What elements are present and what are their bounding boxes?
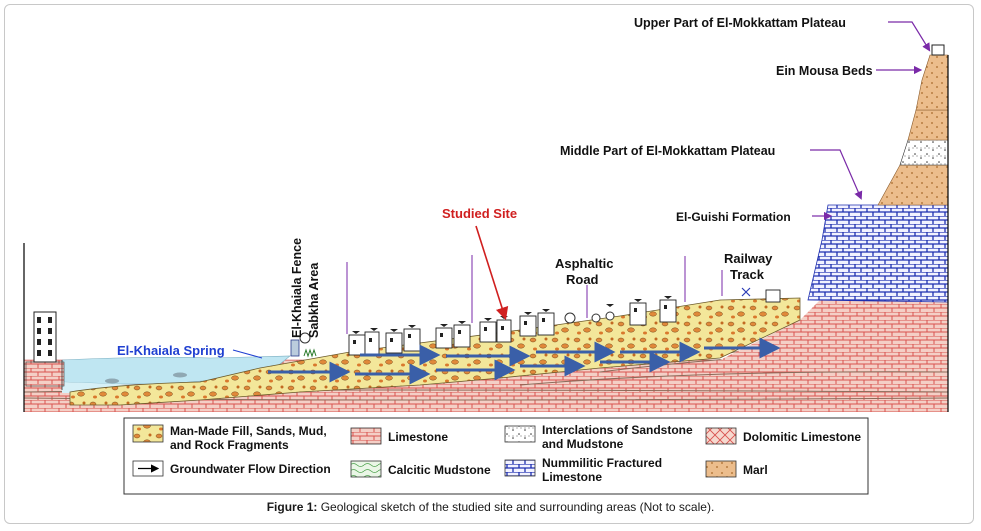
legend-label-interclations: Interclations of Sandstone and Mudstone — [542, 423, 696, 451]
label-asphaltic-road: Asphaltic Road — [555, 256, 617, 287]
railway-marker — [741, 287, 751, 297]
legend-swatch-marl — [705, 460, 737, 478]
asphaltic-road-line1: Asphaltic — [555, 256, 614, 271]
trees — [299, 311, 615, 344]
legend-label-flow: Groundwater Flow Direction — [170, 462, 331, 476]
plateau-cap — [931, 44, 945, 56]
legend-swatch-limestone — [350, 427, 382, 445]
figure-caption: Figure 1: Geological sketch of the studi… — [0, 500, 981, 514]
figure-frame — [4, 4, 974, 524]
houses-windows — [353, 305, 667, 344]
railway-track-line1: Railway — [724, 251, 773, 266]
legend-label-fill: Man-Made Fill, Sands, Mud, and Rock Frag… — [170, 424, 330, 452]
building-left — [25, 311, 65, 387]
legend-label-limestone: Limestone — [388, 430, 448, 444]
asphaltic-road-line2: Road — [566, 272, 599, 287]
legend-swatch-calcitic — [350, 460, 382, 478]
legend: Man-Made Fill, Sands, Mud, and Rock Frag… — [123, 417, 869, 495]
legend-label-dolomitic: Dolomitic Limestone — [743, 430, 861, 444]
legend-label-marl: Marl — [743, 463, 768, 477]
label-khaiala-spring: El-Khaiala Spring — [117, 343, 225, 358]
ein-mousa-beds — [915, 54, 949, 111]
fence-post — [290, 339, 300, 357]
marl-layer — [877, 164, 949, 206]
annotation-lines — [346, 255, 723, 334]
spring-pointer — [232, 349, 263, 359]
interclations-layer — [899, 139, 949, 166]
fish-icon — [105, 372, 187, 384]
label-ein-mousa: Ein Mousa Beds — [776, 64, 873, 78]
studied-site-arrow — [475, 225, 509, 321]
legend-swatch-interclations — [504, 425, 536, 443]
legend-swatch-dolomitic — [705, 427, 737, 445]
groundwater-flow-arrows — [268, 337, 781, 385]
railway-track-line2: Track — [730, 267, 765, 282]
label-khaiala-fence: El-Khaiala Fence — [290, 238, 304, 338]
plateau-pointers — [810, 21, 931, 221]
label-railway-track: Railway Track — [724, 251, 776, 282]
caption-prefix: Figure 1: — [266, 500, 318, 514]
label-el-guishi: El-Guishi Formation — [676, 210, 791, 224]
fence-grass — [303, 348, 317, 358]
marl-layer-upper — [907, 109, 949, 141]
legend-label-calcitic: Calcitic Mudstone — [388, 463, 491, 477]
caption-text: Geological sketch of the studied site an… — [317, 500, 715, 514]
legend-label-nummilitic: Nummilitic Fractured Limestone — [542, 456, 665, 484]
label-studied-site: Studied Site — [442, 206, 517, 221]
nummilitic-limestone — [807, 204, 949, 303]
legend-swatch-fill — [132, 424, 164, 443]
label-upper-plateau: Upper Part of El-Mokkattam Plateau — [634, 16, 846, 30]
label-middle-plateau: Middle Part of El-Mokkattam Plateau — [560, 144, 775, 158]
legend-swatch-nummilitic — [504, 459, 536, 477]
label-sabkha-area: Sabkha Area — [307, 262, 321, 338]
